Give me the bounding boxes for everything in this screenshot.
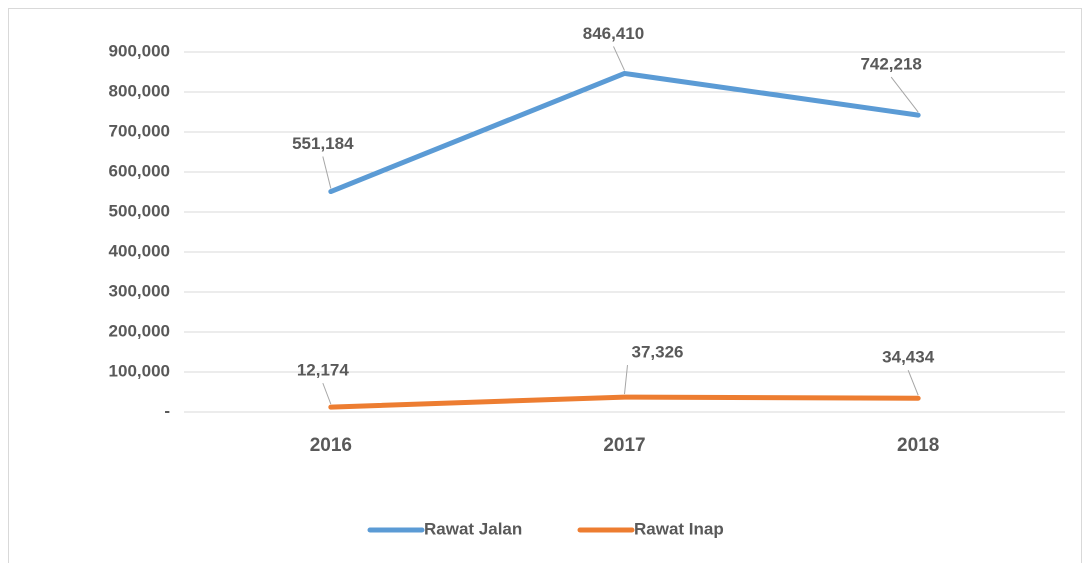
legend-label: Rawat Jalan [424,519,522,538]
data-label: 742,218 [860,55,921,74]
x-tick-label: 2016 [310,435,352,456]
y-tick-label: - [164,401,170,420]
data-label: 846,410 [583,24,644,43]
line-series [328,394,921,410]
data-label: 34,434 [882,348,935,367]
y-tick-label: 800,000 [109,81,170,100]
chart-frame [8,8,1082,563]
y-tick-label: 100,000 [109,361,170,380]
x-tick-label: 2018 [897,435,939,456]
leader-line [624,365,628,395]
leader-line [613,46,625,71]
y-tick-label: 300,000 [109,281,170,300]
y-tick-label: 600,000 [109,161,170,180]
data-label: 12,174 [297,361,350,380]
leader-line [322,382,332,405]
data-label: 551,184 [292,134,354,153]
y-tick-label: 700,000 [109,121,170,140]
data-label: 37,326 [632,343,684,362]
x-tick-label: 2017 [603,435,645,456]
line-series [328,70,921,195]
leader-line [890,76,919,113]
y-tick-label: 900,000 [109,41,170,60]
legend-label: Rawat Inap [634,519,724,538]
y-tick-label: 500,000 [109,201,170,220]
y-tick-label: 200,000 [109,321,170,340]
leader-line [907,370,919,396]
leader-line [322,156,332,189]
y-tick-label: 400,000 [109,241,170,260]
